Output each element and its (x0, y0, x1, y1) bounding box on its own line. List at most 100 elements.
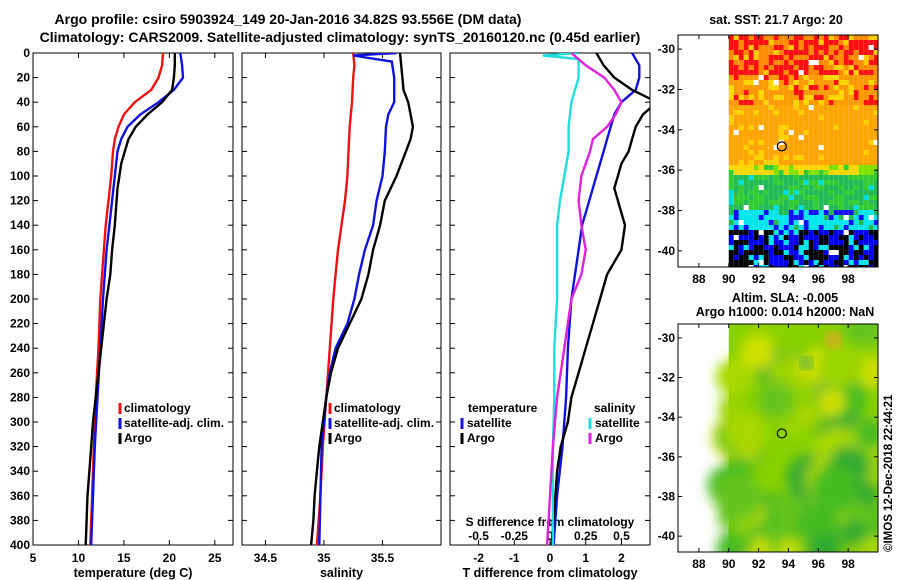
sst-cell (788, 95, 794, 100)
sst-cell (858, 145, 864, 150)
sst-cell (763, 115, 769, 120)
top-tick-label: -0.5 (468, 529, 489, 543)
sst-cell (848, 105, 854, 110)
y-tick-label: -40 (658, 529, 676, 543)
sst-cell (808, 215, 814, 220)
sst-cell (873, 80, 878, 85)
sst-cell (738, 80, 744, 85)
sst-cell (823, 200, 829, 205)
sst-cell (863, 210, 869, 215)
sst-cell (813, 190, 819, 195)
sst-cell (863, 50, 869, 55)
sst-cell (823, 100, 829, 105)
sst-cell (748, 80, 754, 85)
sst-cell (838, 35, 844, 40)
sst-cell (828, 220, 834, 225)
sst-cell (733, 40, 739, 45)
sst-cell (738, 120, 744, 125)
sst-cell (753, 220, 759, 225)
sst-cell (828, 230, 834, 235)
sst-cell (793, 140, 799, 145)
sst-cell (823, 60, 829, 65)
sst-cell (863, 235, 869, 240)
sst-cell (793, 190, 799, 195)
sst-cell (743, 180, 749, 185)
sst-cell (818, 155, 824, 160)
y-tick-label: 400 (10, 538, 30, 552)
sst-cell (738, 155, 744, 160)
sst-cell (813, 60, 819, 65)
sst-cell (808, 240, 814, 245)
sst-cell (728, 190, 734, 195)
sst-cell (788, 230, 794, 235)
sst-cell (863, 195, 869, 200)
sst-cell (793, 35, 799, 40)
sst-cell (728, 110, 734, 115)
sst-cell (818, 190, 824, 195)
sst-cell (803, 140, 809, 145)
legend-entry: climatology (124, 401, 191, 415)
sst-cell (733, 35, 739, 40)
sst-cell (798, 230, 804, 235)
sst-cell (758, 205, 764, 210)
sst-cell (823, 115, 829, 120)
sst-cell (848, 90, 854, 95)
sst-cell (798, 70, 804, 75)
sst-cell (873, 195, 878, 200)
sst-cell (818, 100, 824, 105)
sst-cell (853, 185, 859, 190)
sst-cell (818, 120, 824, 125)
sst-cell (778, 145, 784, 150)
sst-cell (843, 240, 849, 245)
sst-cell (758, 80, 764, 85)
sst-cell (778, 210, 784, 215)
sst-cell (748, 220, 754, 225)
sst-cell (848, 260, 854, 265)
sst-cell (753, 180, 759, 185)
sst-cell (728, 225, 734, 230)
sst-cell (793, 75, 799, 80)
sst-cell (818, 250, 824, 255)
sst-cell (728, 215, 734, 220)
sst-cell (813, 40, 819, 45)
sst-cell (823, 85, 829, 90)
sst-cell (738, 220, 744, 225)
sst-cell (828, 110, 834, 115)
sla-blob (724, 410, 767, 453)
sst-cell (843, 85, 849, 90)
sst-cell (753, 225, 759, 230)
sst-cell (793, 120, 799, 125)
sst-cell (743, 220, 749, 225)
sst-cell (758, 50, 764, 55)
sst-cell (748, 60, 754, 65)
sst-cell (753, 105, 759, 110)
sst-cell (763, 245, 769, 250)
sst-cell (853, 125, 859, 130)
sst-cell (848, 265, 854, 267)
sst-cell (848, 95, 854, 100)
y-tick-label: -34 (658, 123, 676, 137)
sst-cell (868, 265, 874, 267)
sst-cell (748, 65, 754, 70)
sst-cell (873, 105, 878, 110)
sst-cell (848, 140, 854, 145)
x-tick-label: -2 (473, 551, 484, 565)
sst-cell (788, 135, 794, 140)
y-tick-label: -38 (658, 489, 676, 503)
sst-cell (793, 95, 799, 100)
sst-cell (773, 135, 779, 140)
sst-cell (868, 60, 874, 65)
sst-cell (828, 200, 834, 205)
sst-cell (783, 205, 789, 210)
sst-cell (813, 90, 819, 95)
sst-cell (738, 140, 744, 145)
sst-cell (763, 250, 769, 255)
axes-frame (241, 52, 442, 546)
sst-cell (768, 90, 774, 95)
sst-cell (843, 180, 849, 185)
sst-cell (783, 65, 789, 70)
sst-cell (833, 250, 839, 255)
sst-cell (758, 70, 764, 75)
sst-cell (843, 145, 849, 150)
sst-cell (868, 115, 874, 120)
